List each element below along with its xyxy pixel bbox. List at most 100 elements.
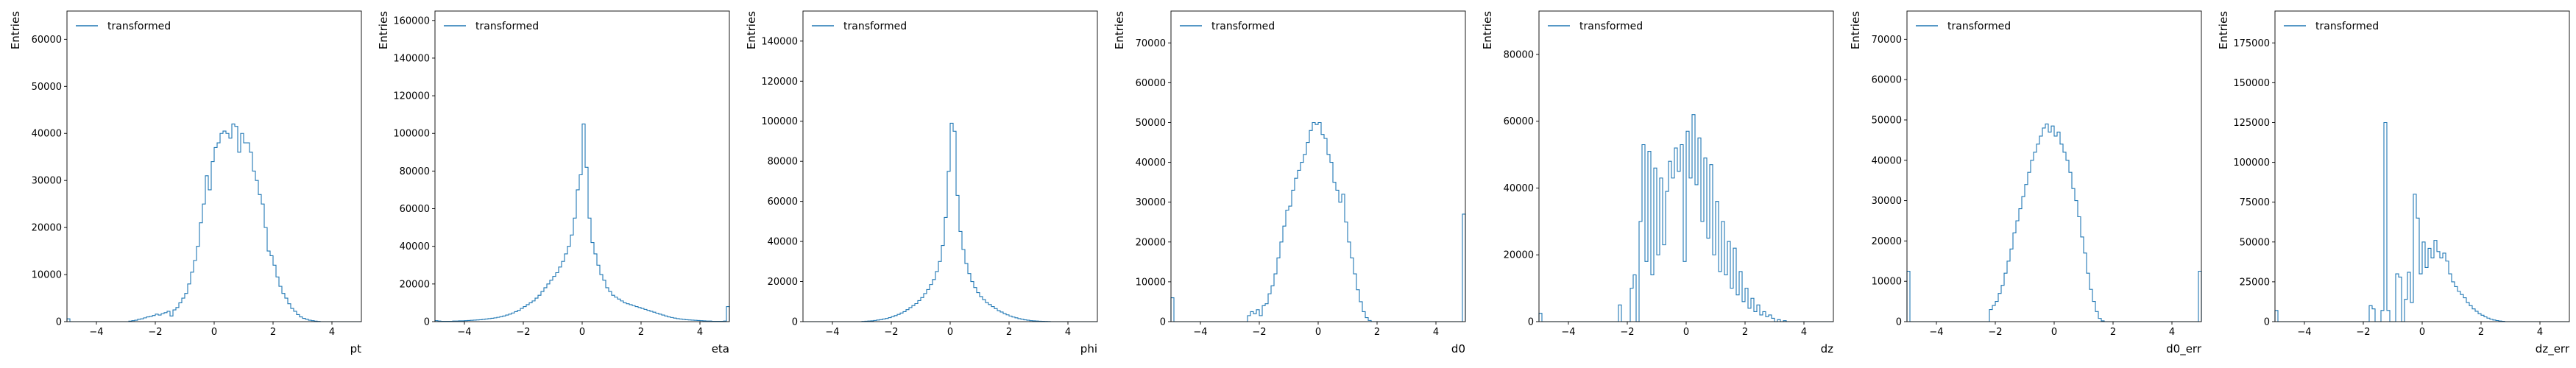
x-tick-label: 0: [2419, 327, 2425, 338]
y-tick-label: 60000: [1504, 116, 1534, 127]
histogram-eta: [434, 123, 730, 322]
x-tick-label: 0: [579, 327, 585, 338]
panel-dz: −4 −2 0 2 4 0 20000 40000 60000 80000 dz Entries tra…: [1481, 10, 1834, 355]
legend: transformed: [444, 21, 539, 32]
y-axis-label: Entries: [377, 11, 390, 49]
y-tick-label: 75000: [2240, 197, 2270, 208]
y-tick-label: 100000: [393, 129, 430, 140]
x-tick-label: −4: [89, 327, 103, 338]
panel-eta: −4 −2 0 2 4 0 20000 40000 60000 80000 100000 120000…: [377, 10, 730, 355]
x-tick-label: −4: [2297, 327, 2311, 338]
y-axis-label: Entries: [1849, 11, 1862, 49]
x-axis-label: pt: [350, 342, 362, 355]
y-tick-label: 0: [424, 317, 430, 328]
y-tick-label: 20000: [768, 277, 798, 288]
y-tick-label: 160000: [393, 15, 430, 26]
x-tick-label: 0: [947, 327, 953, 338]
legend-label: transformed: [475, 21, 539, 32]
x-tick-label: 4: [2169, 327, 2175, 338]
y-tick-label: 25000: [2240, 277, 2270, 288]
x-tick-label: −2: [2356, 327, 2370, 338]
x-axis-label: eta: [712, 342, 729, 355]
y-tick-label: 0: [56, 317, 62, 328]
y-tick-label: 50000: [2240, 237, 2270, 248]
x-tick-label: −4: [1193, 327, 1207, 338]
x-tick-label: 2: [638, 327, 644, 338]
x-axis-label: dz_err: [2536, 342, 2570, 356]
x-tick-label: −4: [1561, 327, 1575, 338]
y-tick-label: 10000: [1872, 277, 1902, 288]
y-tick-label: 20000: [400, 279, 430, 290]
legend: transformed: [1916, 21, 2011, 32]
x-tick-label: 2: [1006, 327, 1012, 338]
y-tick-label: 100000: [761, 116, 798, 127]
x-axis-label: d0_err: [2166, 342, 2202, 356]
y-tick-label: 60000: [1136, 78, 1166, 89]
axes-frame: [66, 10, 362, 322]
y-axis-label: Entries: [1113, 11, 1126, 49]
y-tick-label: 120000: [761, 77, 798, 88]
y-tick-label: 0: [792, 317, 798, 328]
histogram-dz_err: [2274, 121, 2569, 322]
y-tick-label: 40000: [1504, 183, 1534, 194]
legend: transformed: [2284, 21, 2379, 32]
y-tick-label: 10000: [32, 270, 62, 281]
x-tick-label: 2: [270, 327, 276, 338]
y-tick-label: 50000: [32, 82, 62, 93]
legend: transformed: [1548, 21, 1643, 32]
y-tick-label: 20000: [1136, 237, 1166, 248]
panel-pt: −4 −2 0 2 4 0 10000 20000 30000 40000 50000 60000 pt…: [9, 10, 362, 355]
panel-d0: −4 −2 0 2 4 0 10000 20000 30000 40000 50000 60000 70…: [1113, 10, 1466, 355]
x-tick-label: 0: [211, 327, 217, 338]
histogram-pt: [66, 123, 361, 322]
y-tick-label: 40000: [32, 129, 62, 140]
y-tick-label: 60000: [32, 35, 62, 46]
y-axis-label: Entries: [9, 11, 22, 49]
x-tick-label: −2: [884, 327, 898, 338]
y-tick-label: 30000: [1872, 196, 1902, 207]
y-tick-label: 30000: [32, 176, 62, 187]
y-tick-label: 140000: [761, 36, 798, 47]
y-tick-label: 125000: [2233, 118, 2270, 129]
axes-frame: [2274, 10, 2570, 322]
y-tick-label: 40000: [1872, 155, 1902, 166]
x-tick-label: −2: [516, 327, 530, 338]
y-tick-label: 0: [2264, 317, 2270, 328]
x-tick-label: 0: [1683, 327, 1689, 338]
x-tick-label: 4: [329, 327, 335, 338]
x-tick-label: 4: [2537, 327, 2543, 338]
x-tick-label: 0: [1315, 327, 1321, 338]
x-tick-label: 2: [2110, 327, 2116, 338]
x-axis-label: d0: [1451, 342, 1465, 355]
legend-label: transformed: [1947, 21, 2011, 32]
x-tick-label: 4: [1801, 327, 1807, 338]
x-tick-label: 4: [697, 327, 703, 338]
x-tick-label: 4: [1433, 327, 1439, 338]
legend-label: transformed: [1211, 21, 1275, 32]
x-tick-label: 2: [2478, 327, 2484, 338]
legend-label: transformed: [1579, 21, 1643, 32]
y-tick-label: 80000: [400, 166, 430, 177]
x-tick-label: −4: [457, 327, 471, 338]
y-tick-label: 0: [1528, 317, 1534, 328]
y-tick-label: 60000: [400, 204, 430, 215]
x-tick-label: −4: [1929, 327, 1943, 338]
legend-label: transformed: [843, 21, 907, 32]
y-tick-label: 40000: [400, 241, 430, 252]
x-tick-label: −2: [1252, 327, 1266, 338]
y-tick-label: 50000: [1872, 115, 1902, 126]
y-tick-label: 70000: [1136, 38, 1166, 49]
panel-dz_err: −4 −2 0 2 4 0 25000 50000 75000 100000 125000 15000…: [2217, 10, 2570, 356]
y-axis-label: Entries: [1481, 11, 1494, 49]
x-tick-label: −4: [825, 327, 839, 338]
x-axis-label: dz: [1821, 342, 1834, 355]
panel-phi: −4 −2 0 2 4 0 20000 40000 60000 80000 100000 120000…: [745, 10, 1098, 355]
histogram-dz: [1538, 114, 1833, 322]
y-tick-label: 70000: [1872, 35, 1902, 46]
y-tick-label: 20000: [32, 223, 62, 234]
histogram-d0_err: [1906, 123, 2202, 322]
y-tick-label: 150000: [2233, 78, 2270, 89]
y-tick-label: 120000: [393, 91, 430, 102]
x-tick-label: 0: [2051, 327, 2057, 338]
